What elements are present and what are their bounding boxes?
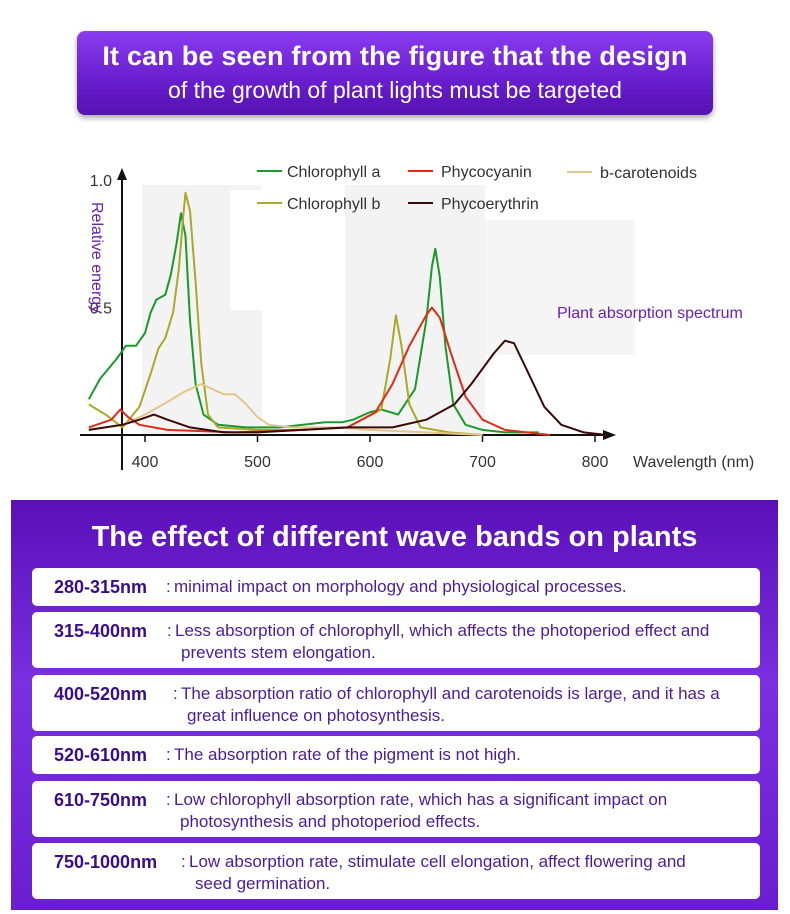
band-row: 315-400nm: Less absorption of chlorophyll… <box>32 612 760 668</box>
band-range: 610-750nm <box>54 790 148 810</box>
band-row: 610-750nm: Low chlorophyll absorption rat… <box>32 781 760 837</box>
legend-label: Phycocyanin <box>441 164 532 181</box>
band-range: 400-520nm <box>54 684 148 704</box>
band-row: 280-315nm: minimal impact on morphology a… <box>32 568 760 606</box>
chart-annotation: Plant absorption spectrum <box>557 305 743 322</box>
band-description: The absorption rate of the pigment is no… <box>174 745 521 764</box>
legend-label: Chlorophyll b <box>287 196 380 213</box>
y-axis-arrow <box>117 168 127 180</box>
band-range: 520-610nm <box>54 745 148 765</box>
series-line-chlorophyll-b <box>88 191 483 436</box>
x-tick-label: 700 <box>469 454 496 471</box>
banner-line-1: It can be seen from the figure that the … <box>102 41 688 71</box>
x-axis-label: Wavelength (nm) <box>633 454 754 471</box>
x-tick-label: 800 <box>582 454 609 471</box>
band-row: 750-1000nm: Low absorption rate, stimulat… <box>32 843 760 899</box>
legend: Chlorophyll a Chlorophyll b Phycocyanin … <box>257 164 697 213</box>
band-range: 280-315nm <box>54 577 148 597</box>
legend-label: Chlorophyll a <box>287 164 380 181</box>
band-separator: : <box>167 621 172 640</box>
band-description-continued: seed germination. <box>195 874 331 893</box>
x-tick-label: 600 <box>357 454 384 471</box>
band-separator: : <box>173 684 178 703</box>
bg-band <box>485 220 635 355</box>
band-description: minimal impact on morphology and physiol… <box>174 577 627 596</box>
x-tick-label: 500 <box>244 454 271 471</box>
band-description: Less absorption of chlorophyll, which af… <box>175 621 710 640</box>
y-tick-label: 1.0 <box>90 173 112 190</box>
band-description: Low absorption rate, stimulate cell elon… <box>189 852 686 871</box>
band-description-continued: great influence on photosynthesis. <box>187 706 446 725</box>
bg-band <box>230 190 340 310</box>
band-description: Low chlorophyll absorption rate, which h… <box>174 790 668 809</box>
band-range: 750-1000nm <box>54 852 158 872</box>
banner-line-2: of the growth of plant lights must be ta… <box>168 77 622 103</box>
absorption-chart: 400 500 600 700 800 0.5 1.0 Relative energy Wa… <box>0 140 790 490</box>
band-description-continued: photosynthesis and photoperiod effects. <box>180 812 481 831</box>
band-separator: : <box>166 745 171 764</box>
legend-label: Phycoerythrin <box>441 196 539 213</box>
band-description: The absorption ratio of chlorophyll and … <box>181 684 720 703</box>
y-tick-label: 0.5 <box>90 301 112 318</box>
header-banner: It can be seen from the figure that the … <box>77 31 713 115</box>
absorption-chart-svg: 400 500 600 700 800 0.5 1.0 Relative energy Wa… <box>80 164 754 471</box>
y-axis-label: Relative energy <box>88 202 105 313</box>
x-tick-label: 400 <box>132 454 159 471</box>
bg-band <box>345 185 485 435</box>
wave-band-effects-panel: The effect of different wave bands on pl… <box>11 500 778 910</box>
band-range: 315-400nm <box>54 621 148 641</box>
band-separator: : <box>166 577 171 596</box>
band-row: 400-520nm: The absorption ratio of chloro… <box>32 675 760 731</box>
series-line-phycocyanin <box>88 306 551 436</box>
band-row: 520-610nm: The absorption rate of the pig… <box>32 736 760 774</box>
band-separator: : <box>166 790 171 809</box>
effects-title: The effect of different wave bands on pl… <box>91 521 698 553</box>
series-line-phycoerythrin <box>88 339 607 436</box>
legend-label: b-carotenoids <box>600 165 697 182</box>
band-separator: : <box>181 852 186 871</box>
x-axis-arrow <box>603 430 616 440</box>
band-description-continued: prevents stem elongation. <box>181 643 376 662</box>
series-line-chlorophyll-a <box>87 212 539 434</box>
